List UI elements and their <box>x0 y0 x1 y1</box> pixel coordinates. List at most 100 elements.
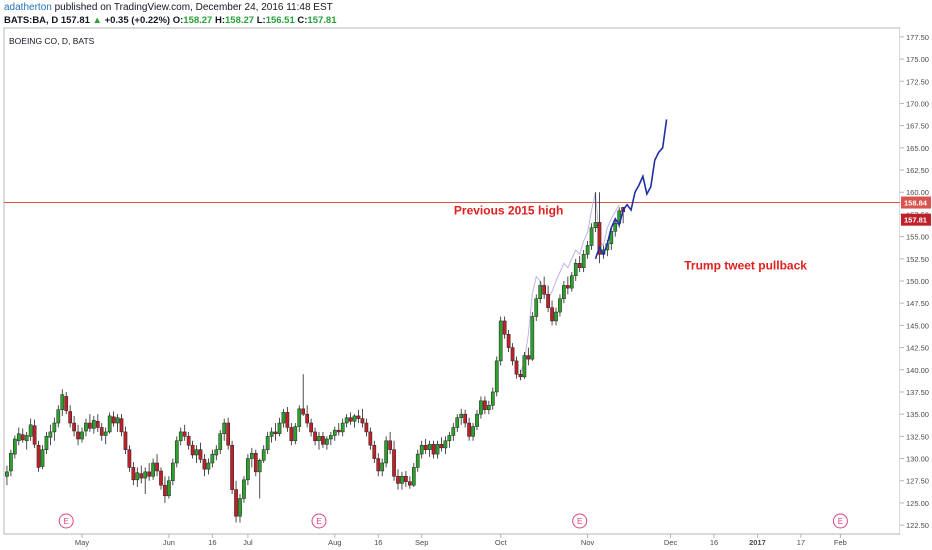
price-tick-label: 132.50 <box>906 432 929 441</box>
time-tick-label: Sep <box>415 538 428 547</box>
candle-body <box>151 462 155 477</box>
candle-body <box>336 429 341 433</box>
candle-body <box>546 294 550 308</box>
candle-down <box>182 424 187 441</box>
candle-down <box>305 405 309 428</box>
candle-body <box>171 462 175 481</box>
candle-body <box>550 307 554 322</box>
candle-body <box>210 453 215 464</box>
candle-body <box>127 449 132 468</box>
candle-body <box>218 433 223 450</box>
candle-body <box>431 444 436 455</box>
candle-up <box>534 294 539 321</box>
annotations-group: Previous 2015 high Trump tweet pullback <box>454 203 807 272</box>
earnings-marker-icon[interactable] <box>58 513 74 529</box>
projection-group <box>594 119 668 260</box>
candle-body <box>9 452 13 472</box>
candle-up <box>115 414 120 432</box>
candle-body <box>214 449 219 456</box>
candle-body <box>281 412 286 424</box>
candle-body <box>119 418 124 433</box>
candle-up <box>206 458 211 475</box>
last-price-tag <box>901 213 931 226</box>
time-tick-label: 16 <box>710 538 718 547</box>
candle-body <box>88 422 92 429</box>
time-axis[interactable]: May Jun 16 Jul Aug 16 Sep Oct Nov Dec 16 2017 17 Feb <box>4 533 900 547</box>
candle-body <box>321 436 325 445</box>
candle-body <box>194 449 199 456</box>
candle-body <box>20 434 25 441</box>
candle-body <box>518 373 523 378</box>
candle-body <box>581 254 586 268</box>
candle-body <box>317 436 321 442</box>
price-tick-label: 167.50 <box>906 122 929 131</box>
candle-down <box>597 192 602 264</box>
candle-up <box>143 467 148 495</box>
publish-info: published on TradingView.com, December 2… <box>51 2 333 13</box>
candle-body <box>451 427 456 436</box>
candle-down <box>186 431 191 450</box>
candle-body <box>305 413 309 424</box>
resistance-tag-label: 158.84 <box>904 199 928 208</box>
price-tick-label: 145.00 <box>906 321 929 330</box>
candle-body <box>250 452 254 459</box>
annotation-previous-high[interactable]: Previous 2015 high <box>454 203 563 217</box>
candle-down <box>289 423 294 446</box>
candle-down <box>285 407 290 432</box>
candle-down <box>526 347 531 366</box>
candle-down <box>408 476 412 489</box>
candle-up <box>329 431 333 446</box>
author-link[interactable]: adatherton <box>4 2 52 13</box>
candle-down <box>518 369 523 381</box>
candle-body <box>463 413 467 424</box>
candle-down <box>376 453 381 477</box>
candle-up <box>28 418 33 441</box>
candle-down <box>36 440 41 472</box>
time-tick-label: Jul <box>243 538 253 547</box>
candle-body <box>475 413 479 427</box>
candle-up <box>475 409 479 431</box>
candle-down <box>510 343 515 366</box>
candle-body <box>123 431 128 450</box>
candle-body <box>514 360 519 375</box>
candle-up <box>84 418 88 437</box>
candle-body <box>569 275 574 289</box>
earnings-marker-icon[interactable] <box>572 513 588 529</box>
annotation-trump-pullback[interactable]: Trump tweet pullback <box>684 258 807 272</box>
candle-up <box>613 218 618 237</box>
candle-down <box>20 428 25 443</box>
candle-body <box>186 436 191 446</box>
candle-up <box>332 426 337 441</box>
candle-up <box>562 281 566 304</box>
candle-up <box>257 458 262 499</box>
candle-up <box>238 494 242 523</box>
fractal-line <box>519 192 620 375</box>
candle-up <box>281 408 286 428</box>
earnings-marker-icon[interactable] <box>832 513 848 529</box>
candle-body <box>483 400 487 410</box>
candle-body <box>135 472 140 481</box>
candle-up <box>214 445 219 461</box>
candle-body <box>487 405 491 410</box>
price-axis[interactable]: 122.50 125.00 127.50 130.00 132.50 135.00 137.… <box>900 28 932 534</box>
chart-frame <box>3 27 901 535</box>
candle-body <box>467 422 471 437</box>
candle-up <box>269 427 274 443</box>
candle-down <box>139 465 144 484</box>
candle-down <box>273 423 278 441</box>
earnings-marker-icon[interactable] <box>311 513 327 529</box>
candle-body <box>107 415 112 433</box>
projection-line[interactable] <box>594 119 668 260</box>
price-tick-label: 152.50 <box>906 255 929 264</box>
candle-body <box>340 422 345 433</box>
candle-body <box>198 449 203 460</box>
candle-body <box>115 417 120 424</box>
candle-body <box>40 449 45 467</box>
price-tags: 158.84 157.81 <box>901 196 931 226</box>
candle-body <box>577 262 582 268</box>
candle-body <box>368 431 373 446</box>
candle-body <box>32 425 37 445</box>
time-tick-label: 2017 <box>749 538 766 547</box>
candle-body <box>411 467 416 486</box>
